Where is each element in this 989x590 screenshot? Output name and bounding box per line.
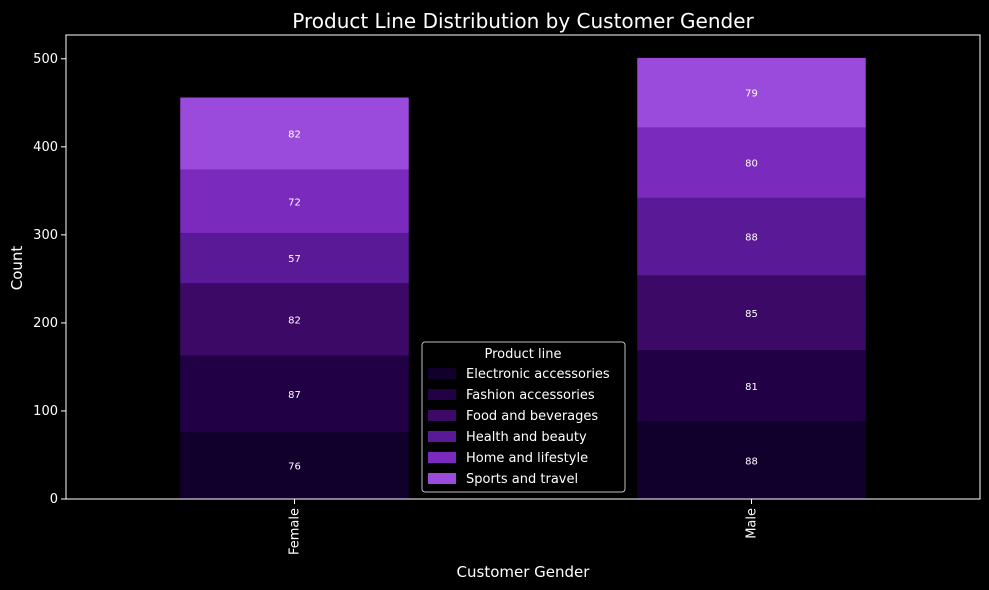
- bar-segment: [180, 97, 409, 170]
- data-label: 82: [288, 315, 301, 326]
- data-label: 85: [745, 309, 758, 320]
- bar-segment: [637, 421, 866, 499]
- legend-swatch: [428, 452, 456, 463]
- data-label: 88: [745, 456, 758, 467]
- legend-swatch: [428, 473, 456, 484]
- data-label: 88: [745, 233, 758, 244]
- bar-segment: [180, 233, 409, 284]
- data-label: 87: [288, 390, 301, 401]
- bar-segment: [637, 350, 866, 422]
- legend-swatch: [428, 410, 456, 421]
- y-axis: 0 100 200 300 400 500: [33, 52, 66, 507]
- data-label: 79: [745, 89, 758, 100]
- y-tick-label: 100: [33, 404, 58, 419]
- x-axis-label: Customer Gender: [457, 563, 591, 581]
- data-label: 76: [288, 462, 301, 473]
- y-tick-label: 0: [50, 492, 58, 507]
- bar-segment: [637, 127, 866, 198]
- legend-title: Product line: [485, 347, 562, 362]
- x-tick-label: Female: [288, 508, 303, 555]
- y-axis-label: Count: [8, 246, 26, 291]
- legend-entry: Health and beauty: [466, 430, 587, 445]
- legend-swatch: [428, 389, 456, 400]
- bar-segment: [180, 355, 409, 433]
- y-tick-label: 200: [33, 316, 58, 331]
- legend-box: [421, 341, 626, 493]
- legend-swatch: [428, 431, 456, 442]
- legend-entry: Electronic accessories: [466, 367, 610, 382]
- legend-entry: Food and beverages: [466, 409, 598, 424]
- legend-entry: Sports and travel: [466, 472, 578, 487]
- legend-items: Electronic accessories Fashion accessorie…: [428, 367, 610, 487]
- data-label: 57: [288, 254, 301, 265]
- legend-entry: Home and lifestyle: [466, 451, 588, 466]
- legend-swatch: [428, 368, 456, 379]
- x-axis: Female Male: [288, 499, 760, 555]
- bar-segment: [180, 169, 409, 234]
- data-label: 81: [745, 382, 758, 393]
- plot-frame: [65, 34, 981, 500]
- x-tick-label: Male: [745, 508, 760, 539]
- y-tick-label: 400: [33, 140, 58, 155]
- legend: Product line Electronic accessories Fashi…: [421, 341, 626, 493]
- data-label: 80: [745, 159, 758, 170]
- bar-segment: [637, 275, 866, 351]
- bar-segment: [180, 432, 409, 499]
- bar-segment: [637, 197, 866, 276]
- data-label: 72: [288, 197, 301, 208]
- bar-segment: [637, 57, 866, 128]
- y-tick-label: 500: [33, 52, 58, 67]
- data-labels-layer: 76 87 82 57 72 82 88 81 85 88 80 79: [288, 89, 758, 473]
- data-label: 82: [288, 130, 301, 141]
- chart-title: Product Line Distribution by Customer Ge…: [292, 9, 754, 33]
- legend-entry: Fashion accessories: [466, 388, 595, 403]
- bars-layer: [180, 57, 866, 499]
- bar-segment: [180, 283, 409, 356]
- y-tick-label: 300: [33, 228, 58, 243]
